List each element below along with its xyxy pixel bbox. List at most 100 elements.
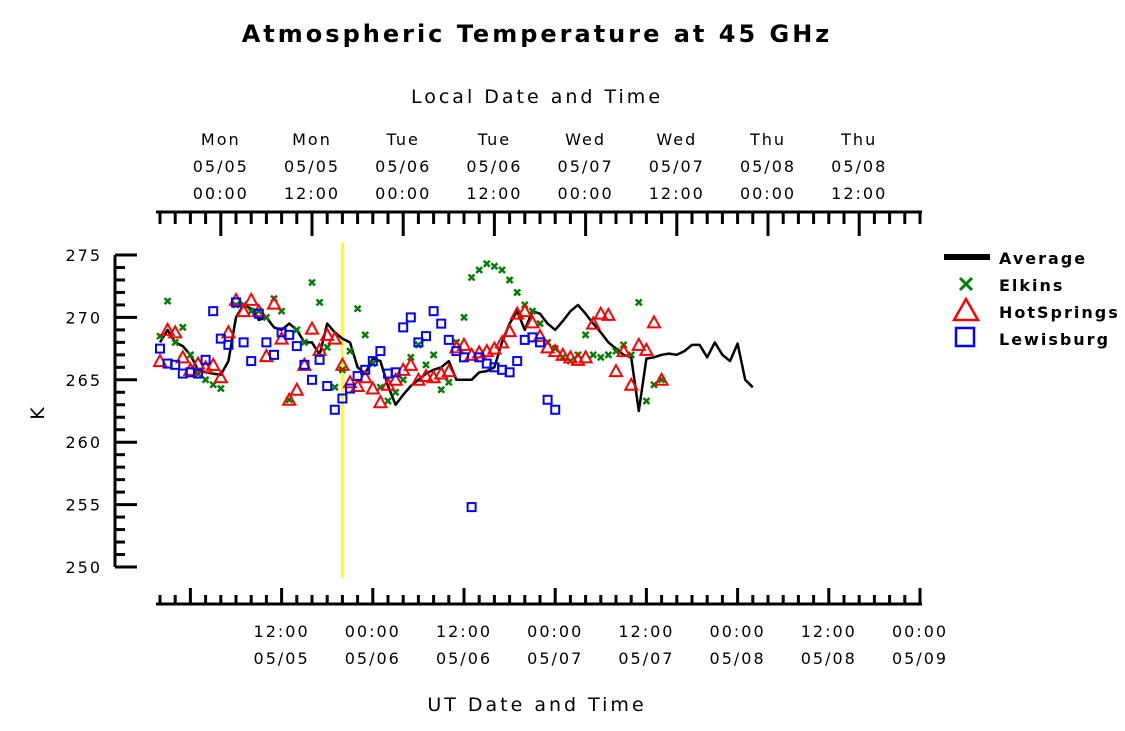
lewisburg-point: [299, 359, 310, 370]
lewisburg-point: [200, 354, 211, 365]
lewisburg-point: [291, 341, 302, 352]
bottom-tick-label-date: 05/06: [345, 649, 401, 668]
hotsprings-point: [220, 324, 237, 339]
y-tick-label: 265: [65, 371, 102, 390]
elkins-point: [513, 288, 522, 297]
hotsprings-point: [243, 291, 259, 306]
elkins-point: [399, 375, 408, 384]
elkins-point: [437, 385, 446, 394]
lewisburg-point: [390, 367, 401, 378]
lewisburg-point: [215, 333, 226, 344]
hotsprings-point: [577, 349, 594, 364]
elkins-point: [642, 397, 651, 405]
elkins-point: [186, 350, 195, 359]
bottom-tick-label-time: 00:00: [710, 622, 766, 641]
top-axis-title: Local Date and Time: [411, 86, 663, 108]
hotsprings-point: [501, 323, 518, 338]
elkins-point: [581, 330, 590, 339]
top-tick-label-day: Tue: [386, 130, 420, 149]
hotsprings-point: [615, 343, 632, 358]
bottom-tick-label-time: 00:00: [892, 622, 948, 641]
y-tick-label: 275: [65, 246, 102, 265]
top-tick-label-time: 00:00: [740, 184, 796, 203]
hotsprings-point: [213, 369, 229, 384]
elkins-point: [429, 350, 438, 359]
elkins-point: [444, 378, 453, 387]
axes: 12:00 05/05 00:00 05/06 12:00 05/06 00:00 05/07…: [65, 130, 948, 668]
hotsprings-point: [235, 303, 252, 318]
top-tick-label-time: 00:00: [558, 184, 614, 203]
hotsprings-point: [441, 362, 457, 378]
hotsprings-point: [175, 349, 191, 364]
hotsprings-point: [372, 394, 389, 409]
hotsprings-point: [638, 341, 655, 356]
hotsprings-point: [585, 315, 601, 330]
elkins-point: [361, 330, 370, 339]
hotsprings-point: [562, 349, 579, 364]
y-tick-label: 260: [65, 433, 102, 452]
chart-title: Atmospheric Temperature at 45 GHz: [242, 20, 833, 48]
lewisburg-point: [231, 297, 241, 308]
lewisburg-point: [329, 404, 340, 415]
top-tick-label-time: 00:00: [375, 184, 431, 203]
elkins-point: [422, 360, 430, 369]
lewisburg-point: [246, 356, 257, 367]
legend-item-elkins: Elkins: [958, 276, 1062, 295]
hotsprings-point: [600, 306, 617, 321]
elkins-point: [330, 383, 339, 392]
lewisburg-point: [322, 381, 333, 392]
lewisburg-point: [413, 337, 424, 348]
bottom-tick-label-time: 12:00: [618, 622, 674, 641]
lewisburg-point: [193, 368, 203, 379]
y-tick-label: 270: [65, 308, 102, 327]
elkins-point: [163, 297, 172, 306]
top-tick-label-date: 05/06: [375, 157, 431, 176]
lewisburg-point: [337, 393, 348, 404]
top-tick-label-date: 05/07: [558, 157, 614, 176]
hotsprings-point: [456, 336, 472, 351]
hotsprings-point: [327, 330, 343, 345]
bottom-tick-label-date: 05/07: [527, 649, 583, 668]
top-tick-label-time: 12:00: [649, 184, 705, 203]
hotsprings-point: [608, 362, 624, 378]
legend-label-average: Average: [999, 249, 1087, 268]
elkins-point: [300, 338, 309, 347]
average-line: [158, 303, 754, 413]
elkins-point: [596, 353, 605, 362]
lewisburg-point: [352, 371, 363, 382]
elkins-point: [612, 347, 620, 355]
lewisburg-point: [307, 374, 317, 385]
elkins-point: [315, 298, 324, 307]
lewisburg-point: [284, 329, 295, 340]
bottom-tick-label-time: 00:00: [345, 622, 401, 641]
lewisburg-point: [436, 318, 447, 329]
elkins-point: [505, 276, 514, 284]
lewisburg-point: [238, 337, 249, 348]
bottom-tick-label-time: 12:00: [436, 622, 492, 641]
hotsprings-point: [281, 391, 297, 406]
elkins-point: [528, 307, 537, 316]
elkins-point: [460, 313, 468, 322]
elkins-point: [247, 307, 256, 316]
elkins-point: [384, 397, 392, 405]
bottom-tick-label-date: 05/07: [618, 649, 674, 668]
top-tick-label-day: Mon: [292, 130, 332, 149]
legend-swatch-elkins: [958, 276, 974, 292]
hotsprings-point: [494, 334, 510, 349]
hotsprings-point: [517, 303, 533, 318]
y-axis-title: K: [27, 404, 49, 419]
y-tick-label: 250: [65, 558, 102, 577]
elkins-point: [498, 266, 506, 274]
hotsprings-point: [167, 324, 183, 339]
lewisburg-point: [208, 306, 219, 317]
elkins-point: [634, 298, 643, 307]
hotsprings-point: [631, 336, 647, 351]
series-lewisburg: [155, 297, 561, 513]
elkins-point: [171, 338, 180, 347]
top-tick-label-day: Tue: [477, 130, 511, 149]
legend-swatch-hotsprings: [951, 296, 981, 322]
elkins-point: [201, 375, 210, 384]
elkins-point: [475, 266, 484, 274]
hotsprings-point: [418, 367, 434, 383]
